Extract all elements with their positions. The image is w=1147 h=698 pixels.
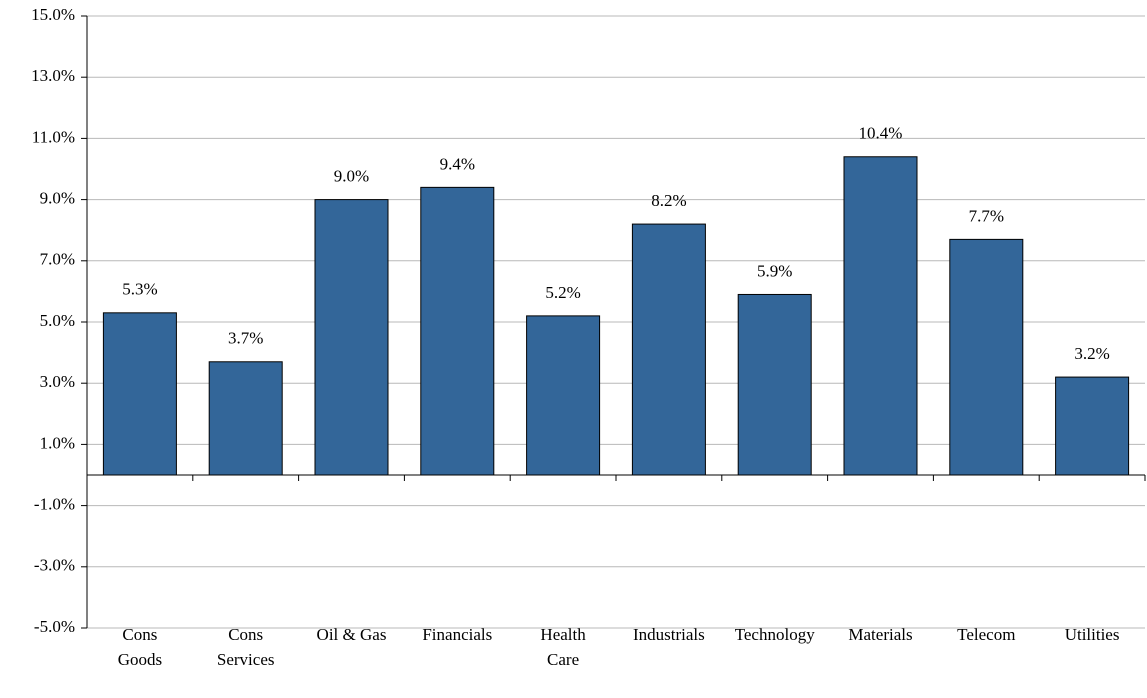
data-label: 5.9% (757, 261, 792, 280)
bar (1055, 376, 1130, 476)
y-tick-label: -3.0% (34, 556, 75, 575)
data-label: 5.3% (122, 280, 157, 299)
x-tick-label: Cons Services (216, 625, 275, 669)
bar (420, 186, 495, 476)
bar (102, 312, 177, 476)
x-tick-label: Cons Goods (117, 625, 163, 669)
y-tick-label: 5.0% (40, 311, 75, 330)
data-label: 3.7% (228, 329, 263, 348)
y-tick-label: 15.0% (31, 5, 75, 24)
x-tick-label: Oil & Gas (316, 625, 387, 644)
x-tick-label: Technology (734, 625, 815, 644)
y-tick-label: 9.0% (40, 189, 75, 208)
bar (526, 315, 601, 476)
y-tick-label: 3.0% (40, 372, 75, 391)
x-tick-label: Health Care (540, 625, 586, 669)
y-tick-label: -1.0% (34, 495, 75, 514)
y-tick-label: -5.0% (34, 617, 75, 636)
bar (737, 293, 812, 476)
bar (843, 156, 918, 476)
x-tick-label: Materials (848, 625, 913, 644)
x-tick-label: Utilities (1064, 625, 1120, 644)
bar (949, 238, 1024, 476)
bar (314, 199, 389, 476)
x-tick-label: Telecom (957, 625, 1016, 644)
x-tick-label: Financials (422, 625, 493, 644)
data-label: 9.4% (440, 154, 475, 173)
bar (631, 223, 706, 476)
data-label: 3.2% (1074, 344, 1109, 363)
y-tick-label: 1.0% (40, 433, 75, 452)
y-tick-label: 11.0% (32, 127, 75, 146)
y-tick-label: 7.0% (40, 250, 75, 269)
data-label: 10.4% (859, 124, 903, 143)
bar (208, 361, 283, 476)
data-label: 5.2% (545, 283, 580, 302)
data-label: 9.0% (334, 167, 369, 186)
data-label: 7.7% (969, 206, 1004, 225)
data-label: 8.2% (651, 191, 686, 210)
y-tick-label: 13.0% (31, 66, 75, 85)
x-tick-label: Industrials (633, 625, 705, 644)
